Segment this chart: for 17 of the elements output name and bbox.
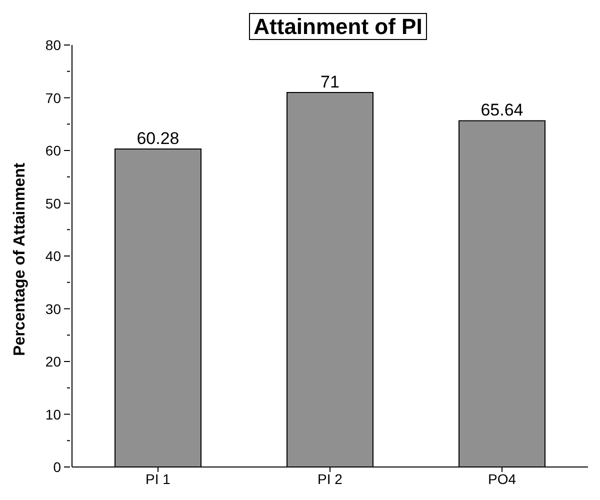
x-tick-label: PO4 [488,470,516,487]
y-tick-label: 40 [45,248,62,264]
y-tick-label: 70 [45,90,62,106]
data-label: 71 [320,72,340,92]
y-tick-label: 50 [45,195,62,212]
y-axis-title: Percentage of Attainment [12,162,29,356]
y-tick-label: 60 [45,142,62,158]
y-tick-label: 20 [45,354,62,370]
x-tick-label: PI 1 [146,470,171,487]
data-label: 65.64 [480,100,524,120]
y-tick-label: 0 [53,459,62,475]
x-tick-label: PI 2 [318,470,343,487]
data-label: 60.28 [136,129,180,148]
y-tick-label: 80 [45,37,62,53]
chart-title: Attainment of PI [248,13,428,40]
y-tick-label: 30 [45,300,62,317]
y-tick-label: 10 [45,406,62,422]
